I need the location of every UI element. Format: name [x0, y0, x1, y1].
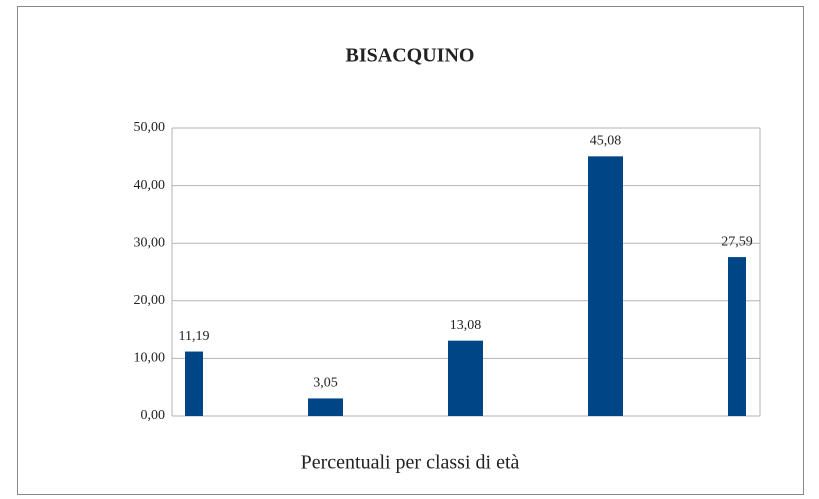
- chart-border: [17, 6, 804, 495]
- value-label: 45,08: [590, 134, 622, 149]
- value-label: 27,59: [721, 234, 753, 249]
- x-axis-label: Percentuali per classi di età: [301, 452, 520, 474]
- bar: [728, 257, 746, 416]
- bar: [308, 398, 343, 416]
- y-tick-label: 0,00: [141, 408, 166, 423]
- y-tick-label: 20,00: [134, 293, 166, 308]
- chart-title: BISACQUINO: [346, 45, 475, 67]
- value-label: 11,19: [179, 329, 210, 344]
- y-tick-label: 30,00: [134, 235, 166, 250]
- value-label: 3,05: [313, 376, 338, 391]
- bars: [185, 156, 746, 416]
- y-tick-label: 50,00: [134, 120, 166, 135]
- bar: [185, 351, 203, 416]
- y-tick-label: 40,00: [134, 178, 166, 193]
- value-label: 13,08: [450, 318, 482, 333]
- bar: [448, 340, 483, 416]
- y-tick-label: 10,00: [134, 351, 166, 366]
- bar: [588, 156, 623, 416]
